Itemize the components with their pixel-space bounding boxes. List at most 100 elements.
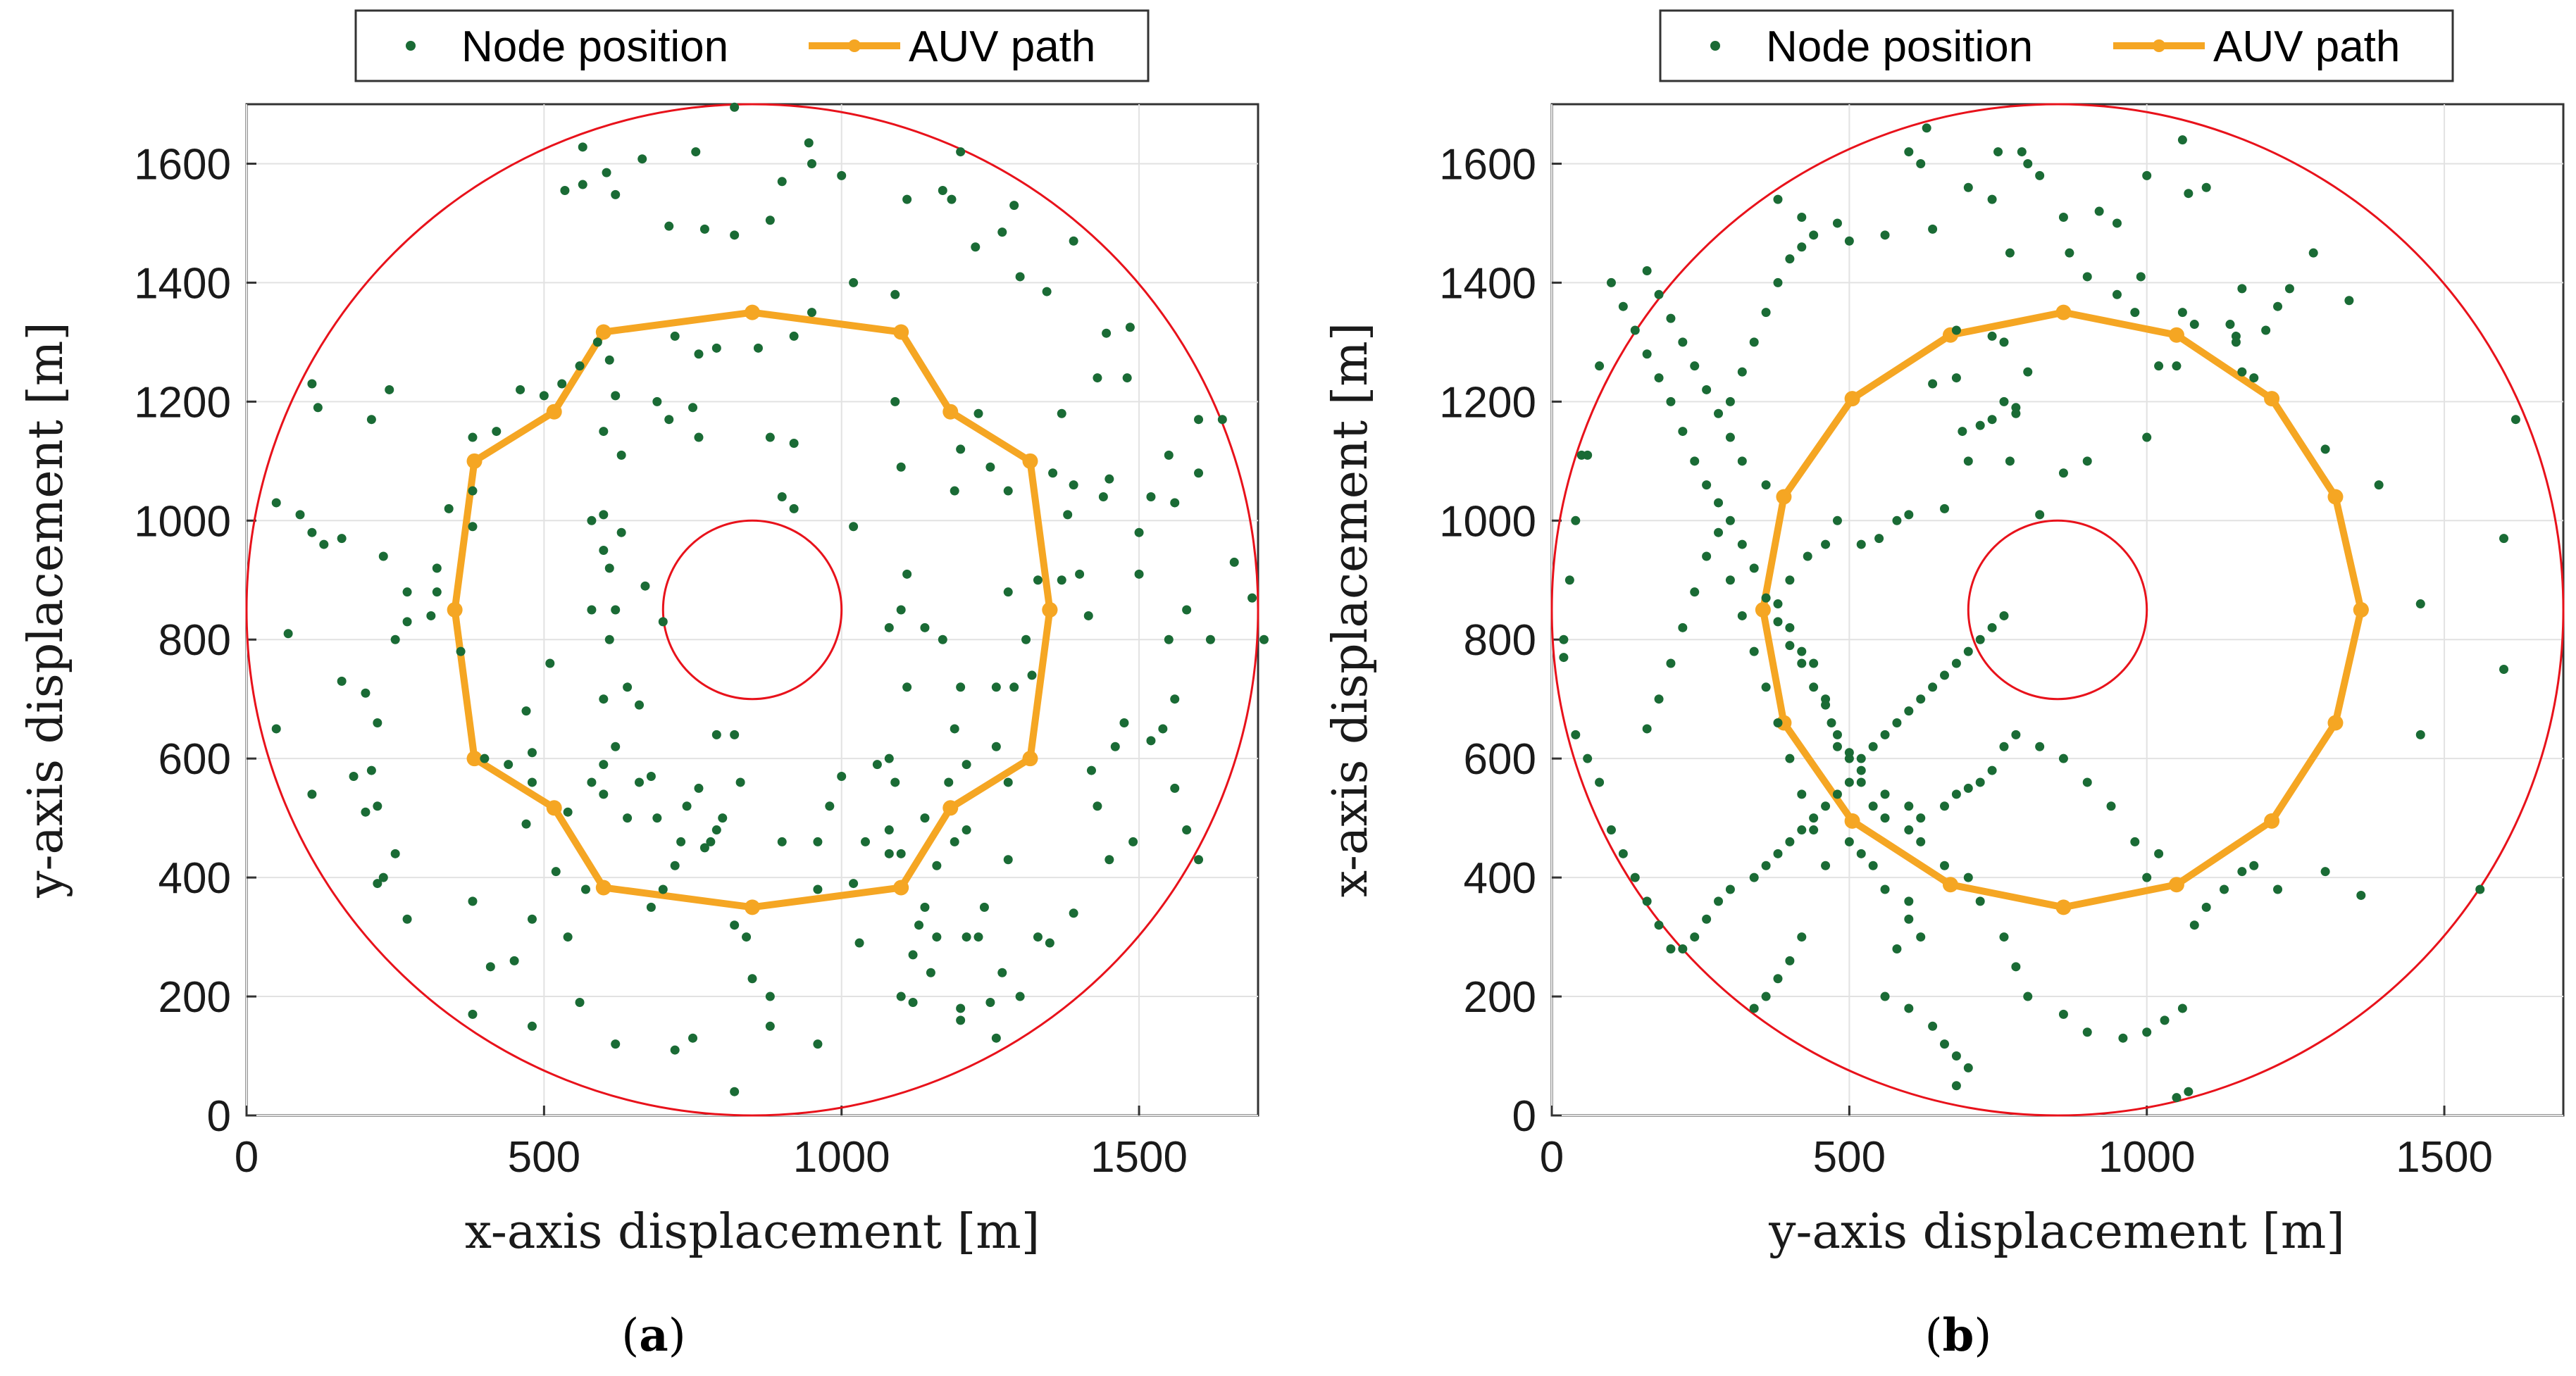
node-point <box>1015 992 1025 1001</box>
node-point <box>611 189 621 199</box>
node-point <box>1963 1063 1973 1072</box>
auv-waypoint <box>893 324 909 340</box>
node-point <box>1146 492 1156 502</box>
node-point <box>373 879 382 889</box>
node-point <box>623 813 633 823</box>
node-point <box>1134 527 1144 537</box>
node-point <box>670 861 680 870</box>
node-point <box>711 825 721 835</box>
node-point <box>616 450 626 460</box>
auv-waypoint <box>546 800 562 816</box>
node-point <box>1904 914 1914 924</box>
node-point <box>2284 284 2294 294</box>
node-point <box>711 730 721 739</box>
node-point <box>920 902 930 912</box>
panel-caption: (b) <box>1925 1309 1992 1362</box>
node-point <box>1963 646 1973 656</box>
node-point <box>2094 206 2104 216</box>
node-point <box>2249 861 2259 870</box>
node-point <box>849 879 859 889</box>
legend-path-marker <box>848 39 861 52</box>
node-point <box>956 1003 966 1013</box>
node-point <box>813 884 823 894</box>
node-point <box>1856 539 1866 549</box>
node-point <box>480 753 490 763</box>
node-point <box>599 546 609 556</box>
node-point <box>1809 813 1819 823</box>
node-point <box>646 902 656 912</box>
node-point <box>2130 837 2140 846</box>
node-point <box>950 724 959 734</box>
node-point <box>1874 534 1884 544</box>
auv-waypoint <box>1755 602 1771 618</box>
node-point <box>997 227 1007 237</box>
node-point <box>1086 765 1096 775</box>
legend-path-label: AUV path <box>2213 23 2400 71</box>
node-point <box>1102 328 1112 338</box>
auv-waypoint <box>1776 489 1792 505</box>
node-point <box>1229 557 1239 567</box>
node-point <box>1098 492 1108 502</box>
node-point <box>580 884 590 894</box>
node-point <box>2320 444 2330 454</box>
x-tick-label: 1000 <box>793 1133 890 1182</box>
node-point <box>1737 456 1747 466</box>
node-point <box>2058 212 2068 222</box>
x-tick-label: 1500 <box>2396 1133 2493 1182</box>
node-point <box>468 896 478 906</box>
node-point <box>938 185 947 195</box>
node-point <box>527 777 537 787</box>
node-point <box>896 992 906 1001</box>
node-point <box>587 605 597 615</box>
auv-waypoint <box>595 880 611 896</box>
node-point <box>1940 504 1950 513</box>
node-point <box>694 783 704 793</box>
node-point <box>2415 730 2425 739</box>
node-point <box>813 1039 823 1049</box>
node-point <box>1999 611 2009 620</box>
node-point <box>1963 872 1973 882</box>
node-point <box>658 884 668 894</box>
node-point <box>637 154 647 164</box>
node-point <box>1922 123 1931 133</box>
node-point <box>2112 218 2122 228</box>
node-point <box>1714 498 1724 508</box>
node-point <box>2017 147 2027 157</box>
node-point <box>1821 700 1831 710</box>
node-point <box>468 432 478 442</box>
node-point <box>1690 587 1700 597</box>
node-point <box>2142 1027 2152 1037</box>
auv-waypoint <box>1042 602 1058 618</box>
node-point <box>1093 801 1102 811</box>
node-point <box>1773 617 1783 627</box>
node-point <box>385 384 394 394</box>
node-point <box>378 872 388 882</box>
node-point <box>1844 236 1854 246</box>
node-point <box>283 629 293 639</box>
node-point <box>366 415 376 425</box>
node-point <box>807 308 816 318</box>
node-point <box>2475 884 2485 894</box>
auv-waypoint <box>1844 391 1860 407</box>
node-point <box>807 158 816 168</box>
outer-circle <box>245 103 1259 1117</box>
node-point <box>2142 872 2152 882</box>
node-point <box>1904 147 1914 157</box>
node-point <box>1714 896 1724 906</box>
node-point <box>1785 753 1795 763</box>
range-circles <box>1550 103 2565 1117</box>
node-point <box>2112 289 2122 299</box>
node-point <box>973 408 983 418</box>
node-point <box>1785 254 1795 264</box>
node-point <box>1194 415 1204 425</box>
node-point <box>1892 718 1902 727</box>
node-point <box>1259 634 1269 644</box>
node-point <box>896 462 906 472</box>
node-point <box>2261 325 2271 335</box>
node-point <box>730 730 740 739</box>
node-point <box>1003 777 1013 787</box>
gridlines <box>1551 104 2563 1116</box>
auv-waypoint <box>447 602 463 618</box>
node-point <box>516 384 525 394</box>
node-point <box>492 427 502 437</box>
